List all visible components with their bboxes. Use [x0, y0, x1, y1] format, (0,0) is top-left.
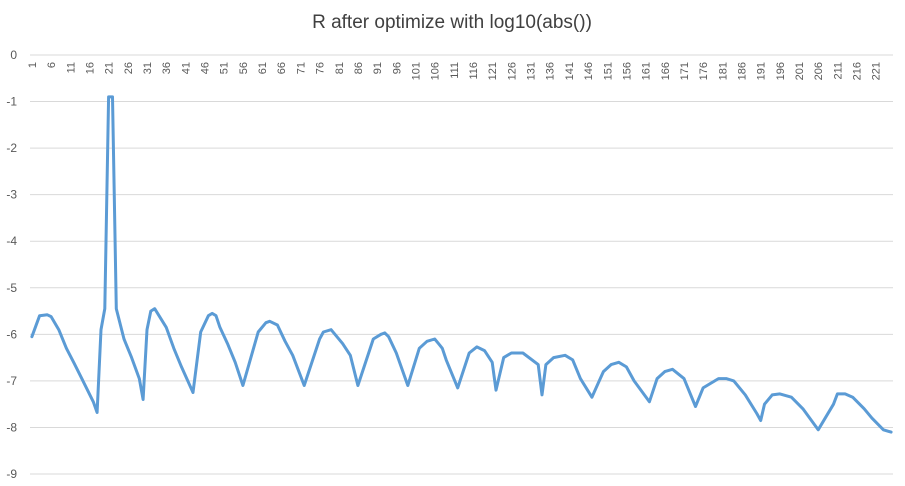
x-tick-label: 41 — [180, 62, 192, 74]
chart-title: R after optimize with log10(abs()) — [312, 12, 592, 33]
x-tick-label: 6 — [46, 62, 58, 68]
x-tick-label: 81 — [334, 62, 346, 74]
y-tick-label: -1 — [6, 95, 17, 109]
x-tick-label: 86 — [353, 62, 365, 74]
y-tick-label: -4 — [6, 234, 17, 248]
x-tick-label: 26 — [123, 62, 135, 74]
x-tick-label: 46 — [200, 62, 212, 74]
x-tick-label: 191 — [756, 62, 768, 80]
y-tick-label: 0 — [10, 48, 17, 62]
x-tick-label: 36 — [161, 62, 173, 74]
y-tick-label: -6 — [6, 327, 17, 341]
x-tick-label: 96 — [391, 62, 403, 74]
y-tick-label: -5 — [6, 281, 17, 295]
x-tick-label: 181 — [717, 62, 729, 80]
x-tick-label: 166 — [660, 62, 672, 80]
x-tick-label: 211 — [832, 62, 844, 80]
x-tick-label: 111 — [449, 62, 461, 79]
x-tick-label: 131 — [526, 62, 538, 80]
x-tick-label: 76 — [315, 62, 327, 74]
x-tick-label: 186 — [736, 62, 748, 80]
x-tick-label: 51 — [219, 62, 231, 74]
x-tick-label: 121 — [487, 62, 499, 80]
x-tick-label: 1 — [27, 62, 39, 68]
y-tick-label: -3 — [6, 188, 17, 202]
x-tick-label: 66 — [276, 62, 288, 74]
x-tick-label: 21 — [104, 62, 116, 74]
gridlines — [30, 54, 893, 475]
x-tick-label: 136 — [545, 62, 557, 80]
x-tick-label: 146 — [583, 62, 595, 80]
y-tick-label: -7 — [6, 374, 17, 388]
x-tick-label: 171 — [679, 62, 691, 80]
x-tick-label: 91 — [372, 62, 384, 74]
x-tick-label: 216 — [852, 62, 864, 80]
x-tick-label: 221 — [871, 62, 883, 80]
x-axis-ticks: 1 6 11 16 21 26 31 36 41 46 51 56 61 66 71 76 81 86 91 96 10… — [27, 62, 883, 80]
x-tick-label: 196 — [775, 62, 787, 80]
x-tick-label: 11 — [65, 62, 77, 73]
x-tick-label: 201 — [794, 62, 806, 80]
y-tick-label: -8 — [6, 420, 17, 434]
x-tick-label: 176 — [698, 62, 710, 80]
x-tick-label: 126 — [506, 62, 518, 80]
x-tick-label: 206 — [813, 62, 825, 80]
y-tick-label: -2 — [6, 141, 17, 155]
x-tick-label: 16 — [84, 62, 96, 74]
x-tick-label: 116 — [468, 62, 480, 80]
x-tick-label: 151 — [602, 62, 614, 80]
x-tick-label: 31 — [142, 62, 154, 74]
series-line — [30, 95, 893, 434]
x-tick-label: 56 — [238, 62, 250, 74]
x-tick-label: 161 — [641, 62, 653, 80]
x-tick-label: 71 — [295, 62, 307, 74]
x-tick-label: 101 — [410, 62, 422, 80]
x-tick-label: 141 — [564, 62, 576, 80]
y-tick-label: -9 — [6, 467, 17, 481]
y-axis-ticks: 0 -1 -2 -3 -4 -5 -6 -7 -8 -9 — [6, 48, 17, 481]
x-tick-label: 106 — [430, 62, 442, 80]
x-tick-label: 156 — [621, 62, 633, 80]
x-tick-label: 61 — [257, 62, 269, 74]
